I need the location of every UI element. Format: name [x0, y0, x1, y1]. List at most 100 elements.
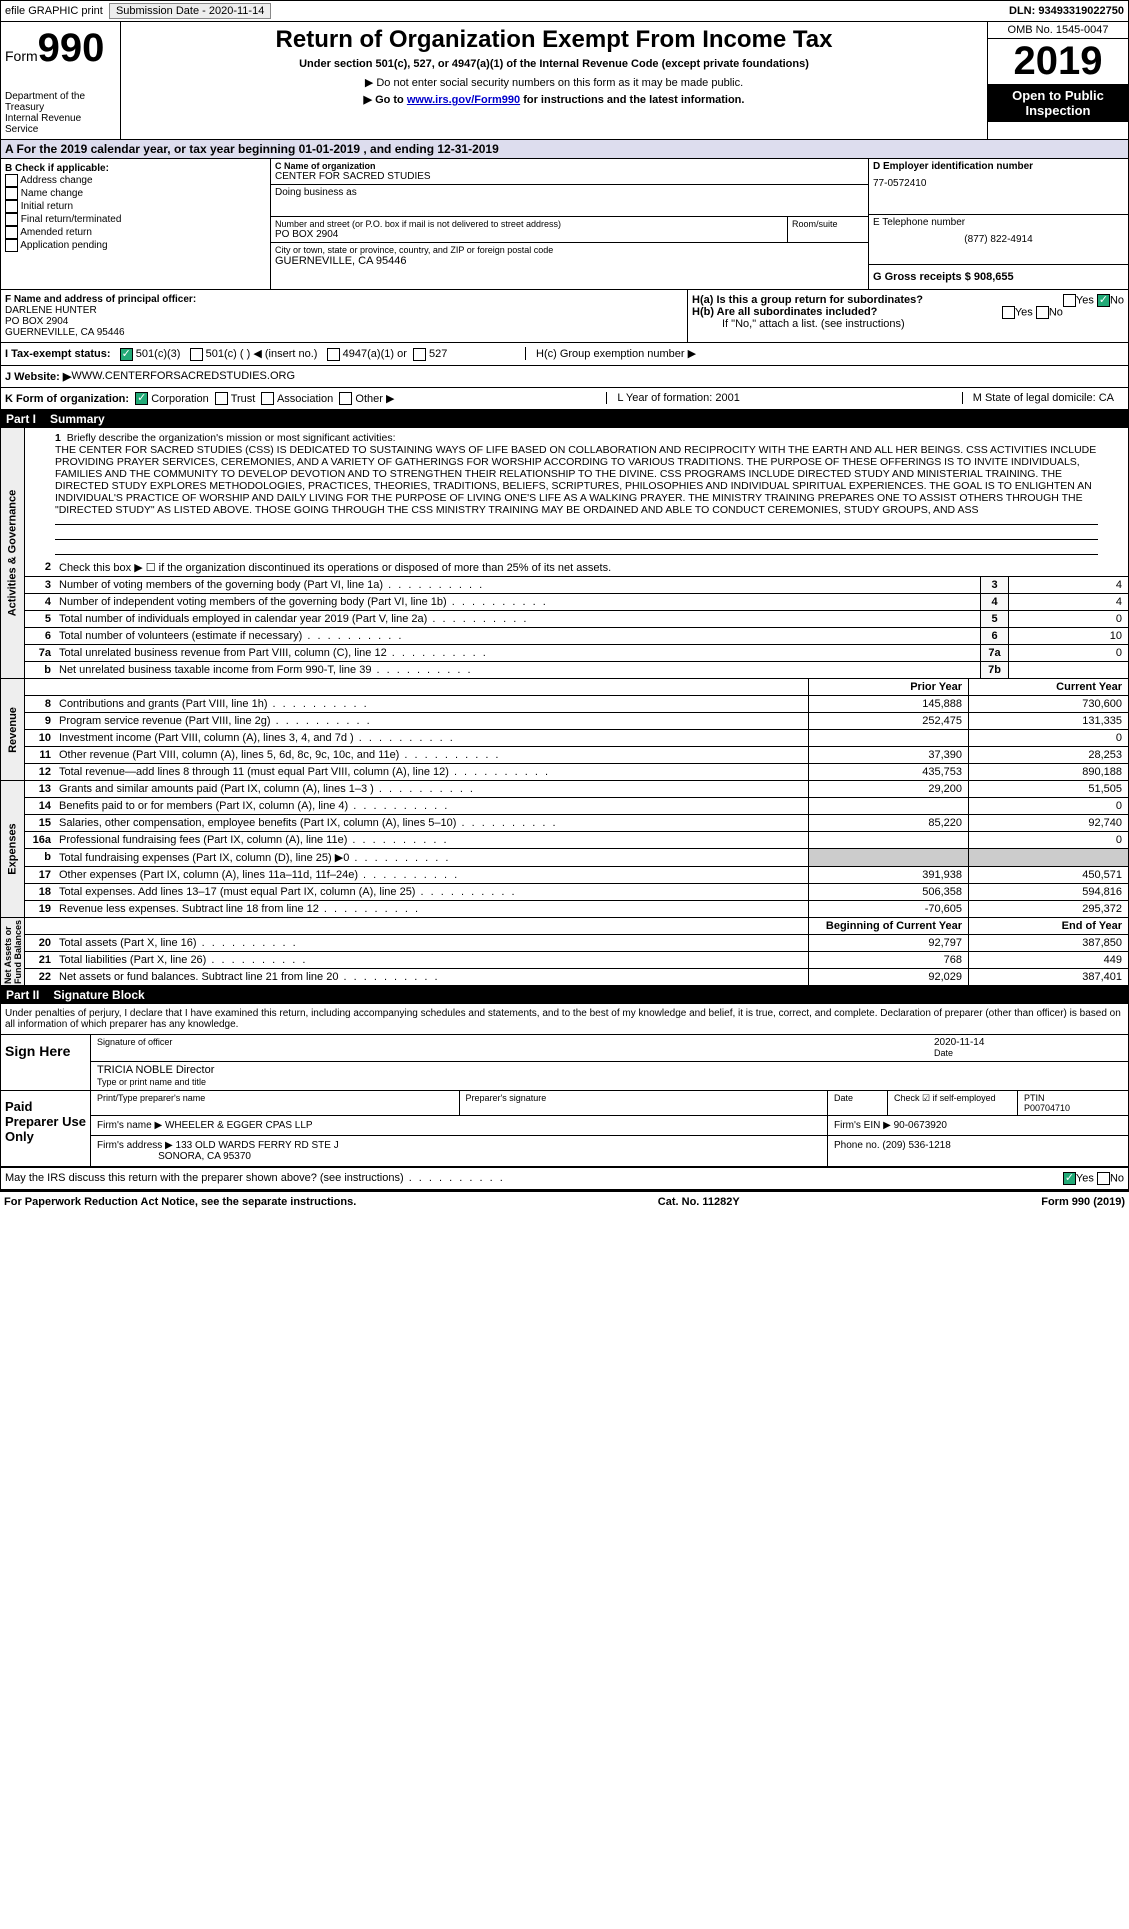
goto-post: for instructions and the latest informat… — [520, 94, 744, 106]
discuss-yes[interactable]: ✓ — [1063, 1172, 1076, 1185]
line-b: b Net unrelated business taxable income … — [25, 662, 1128, 678]
penalty-text: Under penalties of perjury, I declare th… — [1, 1004, 1128, 1035]
form-title: Return of Organization Exempt From Incom… — [125, 26, 983, 54]
chk-assoc[interactable] — [261, 392, 274, 405]
goto-note: ▶ Go to www.irs.gov/Form990 for instruct… — [125, 93, 983, 106]
line-9: 9 Program service revenue (Part VIII, li… — [25, 713, 1128, 730]
preparer-sig-label: Preparer's signature — [460, 1091, 829, 1115]
omb-number: OMB No. 1545-0047 — [988, 22, 1128, 39]
website-url: WWW.CENTERFORSACREDSTUDIES.ORG — [71, 370, 295, 382]
website-label: J Website: ▶ — [5, 370, 71, 383]
city: GUERNEVILLE, CA 95446 — [275, 255, 864, 267]
discuss-row: May the IRS discuss this return with the… — [1, 1167, 1128, 1189]
section-c: C Name of organization CENTER FOR SACRED… — [271, 159, 868, 289]
officer-label: F Name and address of principal officer: — [5, 294, 683, 305]
self-employed-check: Check ☑ if self-employed — [888, 1091, 1018, 1115]
dln: DLN: 93493319022750 — [1009, 5, 1124, 17]
page-footer: For Paperwork Reduction Act Notice, see … — [0, 1190, 1129, 1212]
part1-label: Part I — [6, 412, 36, 426]
line-18: 18 Total expenses. Add lines 13–17 (must… — [25, 884, 1128, 901]
b-label: B Check if applicable: — [5, 163, 266, 174]
sig-date-val: 2020-11-14 — [934, 1037, 1122, 1048]
ein: 77-0572410 — [873, 178, 1124, 189]
line-13: 13 Grants and similar amounts paid (Part… — [25, 781, 1128, 798]
paperwork-notice: For Paperwork Reduction Act Notice, see … — [4, 1196, 356, 1208]
discuss-no[interactable] — [1097, 1172, 1110, 1185]
submission-button[interactable]: Submission Date - 2020-11-14 — [109, 3, 271, 19]
m-state: M State of legal domicile: CA — [962, 392, 1124, 404]
side-expenses: Expenses — [7, 824, 19, 875]
section-b: B Check if applicable: Address change Na… — [1, 159, 271, 289]
chk-527[interactable] — [413, 348, 426, 361]
irs-link[interactable]: www.irs.gov/Form990 — [407, 94, 520, 106]
line-12: 12 Total revenue—add lines 8 through 11 … — [25, 764, 1128, 780]
expenses-section: Expenses 13 Grants and similar amounts p… — [0, 781, 1129, 918]
addr-label: Number and street (or P.O. box if mail i… — [275, 219, 783, 229]
chk-corp[interactable]: ✓ — [135, 392, 148, 405]
chk-501c[interactable] — [190, 348, 203, 361]
h-a: H(a) Is this a group return for subordin… — [692, 294, 1124, 306]
chk-name[interactable]: Name change — [5, 187, 266, 200]
mission-block: 1 Briefly describe the organization's mi… — [25, 428, 1128, 559]
ptin-label: PTIN — [1024, 1093, 1045, 1103]
line-19: 19 Revenue less expenses. Subtract line … — [25, 901, 1128, 917]
line-6: 6 Total number of volunteers (estimate i… — [25, 628, 1128, 645]
open-public: Open to Public Inspection — [988, 84, 1128, 122]
line-22: 22 Net assets or fund balances. Subtract… — [25, 969, 1128, 985]
city-label: City or town, state or province, country… — [275, 245, 864, 255]
preparer-date-label: Date — [828, 1091, 888, 1115]
firm-phone: Phone no. (209) 536-1218 — [828, 1136, 1128, 1166]
info-block: B Check if applicable: Address change Na… — [0, 159, 1129, 290]
status-label: I Tax-exempt status: — [5, 348, 111, 360]
room-label: Room/suite — [788, 217, 868, 242]
dba-label: Doing business as — [275, 187, 864, 198]
line-b: b Total fundraising expenses (Part IX, c… — [25, 849, 1128, 867]
phone-label: E Telephone number — [873, 217, 1124, 228]
efile-label: efile GRAPHIC print — [5, 5, 103, 17]
line-8: 8 Contributions and grants (Part VIII, l… — [25, 696, 1128, 713]
signature-block: Under penalties of perjury, I declare th… — [0, 1004, 1129, 1190]
officer-name: DARLENE HUNTER — [5, 305, 683, 316]
l-year: L Year of formation: 2001 — [606, 392, 750, 404]
officer-city: GUERNEVILLE, CA 95446 — [5, 327, 683, 338]
line-20: 20 Total assets (Part X, line 16) 92,797… — [25, 935, 1128, 952]
form-number: Form990 — [5, 26, 116, 71]
chk-amended[interactable]: Amended return — [5, 226, 266, 239]
chk-trust[interactable] — [215, 392, 228, 405]
gross-receipts: G Gross receipts $ 908,655 — [873, 271, 1124, 283]
ptin-val: P00704710 — [1024, 1103, 1070, 1113]
addr: PO BOX 2904 — [275, 229, 783, 240]
netassets-section: Net Assets orFund Balances Beginning of … — [0, 918, 1129, 986]
chk-final[interactable]: Final return/terminated — [5, 213, 266, 226]
part1-title: Summary — [50, 412, 105, 426]
na-col-header: Beginning of Current Year End of Year — [25, 918, 1128, 935]
part2-label: Part II — [6, 988, 39, 1002]
side-activities: Activities & Governance — [7, 490, 19, 617]
form-word: Form — [5, 48, 38, 64]
side-revenue: Revenue — [7, 707, 19, 753]
chk-initial[interactable]: Initial return — [5, 200, 266, 213]
chk-501c3[interactable]: ✓ — [120, 348, 133, 361]
chk-4947[interactable] — [327, 348, 340, 361]
firm-addr-label: Firm's address ▶ — [97, 1140, 173, 1151]
sign-here-label: Sign Here — [1, 1035, 91, 1090]
h-b: H(b) Are all subordinates included? Yes … — [692, 306, 1124, 318]
side-netassets: Net Assets orFund Balances — [3, 920, 23, 984]
officer-addr: PO BOX 2904 — [5, 316, 683, 327]
ssn-note: ▶ Do not enter social security numbers o… — [125, 76, 983, 89]
form-subtitle: Under section 501(c), 527, or 4947(a)(1)… — [125, 58, 983, 70]
part2-header: Part II Signature Block — [0, 986, 1129, 1004]
chk-other[interactable] — [339, 392, 352, 405]
chk-address[interactable]: Address change — [5, 174, 266, 187]
line-10: 10 Investment income (Part VIII, column … — [25, 730, 1128, 747]
line-5: 5 Total number of individuals employed i… — [25, 611, 1128, 628]
form-num: 990 — [38, 26, 105, 70]
line-2: 2 Check this box ▶ ☐ if the organization… — [25, 559, 1128, 577]
chk-pending[interactable]: Application pending — [5, 239, 266, 252]
k-label: K Form of organization: — [5, 393, 129, 405]
firm-addr: 133 OLD WARDS FERRY RD STE J — [176, 1140, 339, 1151]
revenue-section: Revenue Prior Year Current Year 8 Contri… — [0, 679, 1129, 781]
mission-label: Briefly describe the organization's miss… — [67, 432, 396, 444]
ein-label: D Employer identification number — [873, 161, 1124, 172]
firm-name-label: Firm's name ▶ — [97, 1120, 162, 1131]
